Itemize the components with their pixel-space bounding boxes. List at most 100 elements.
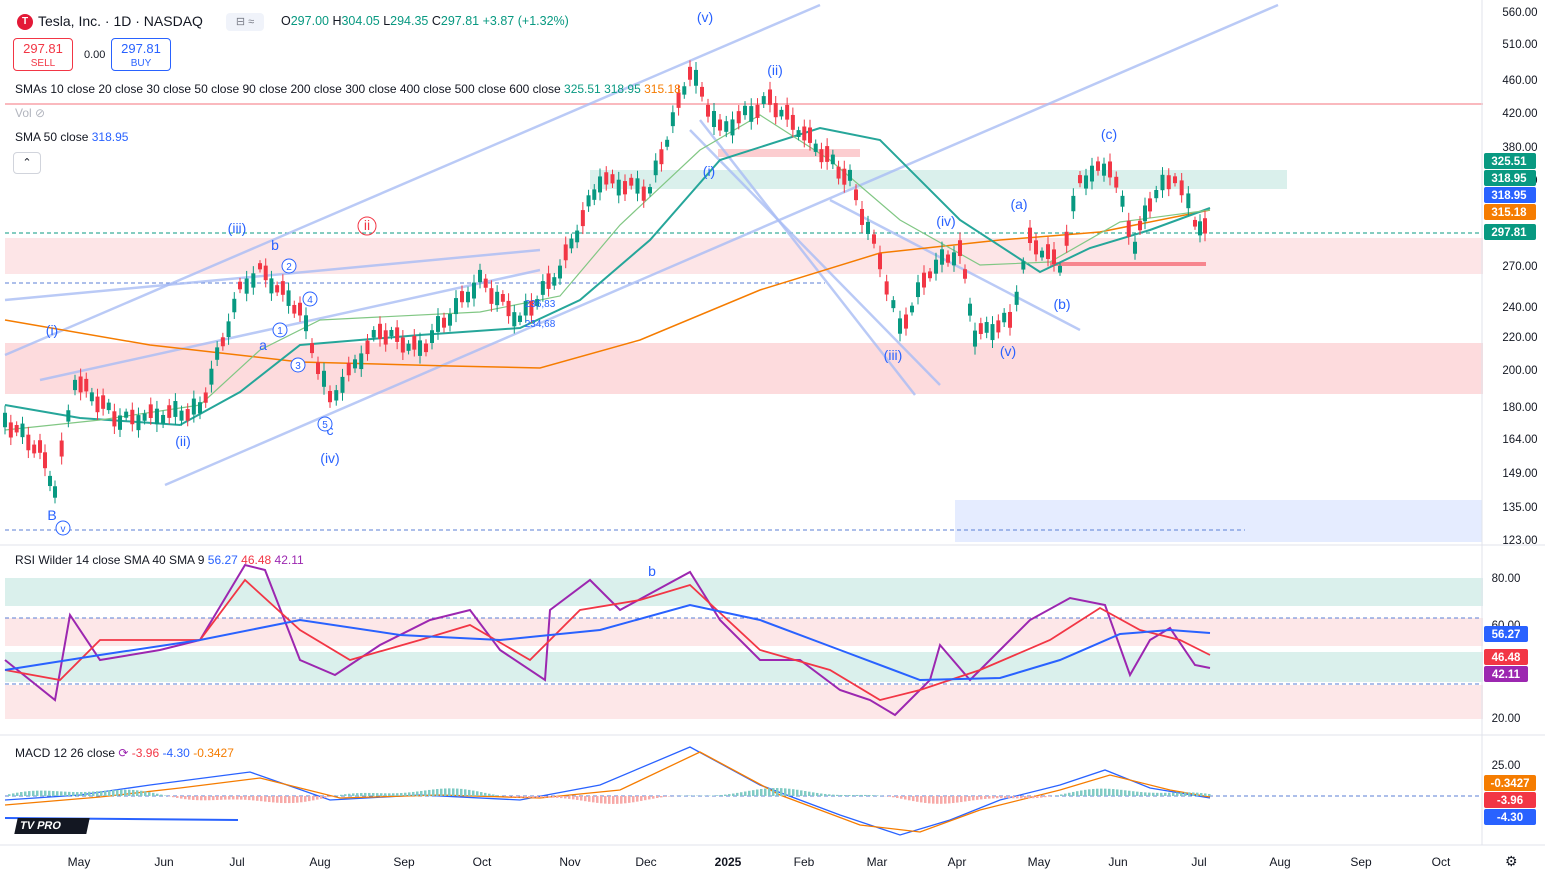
macd-value-3: -0.3427 [193, 746, 234, 760]
macd-badge-label: -4.30 [1497, 812, 1523, 824]
volume-legend-title: Vol [15, 106, 32, 120]
smas-value-3: 315.18 [644, 82, 681, 96]
volume-legend[interactable]: Vol ⊘ [15, 106, 45, 120]
wave-label: b [271, 237, 279, 253]
spread-value: 0.00 [84, 49, 106, 61]
wave-label: 236,83 [525, 299, 556, 310]
price-axis-label: 460.00 [1502, 75, 1537, 87]
price-axis-label: 380.00 [1502, 142, 1537, 154]
macd-badge-label: -0.3427 [1490, 778, 1529, 790]
smas-value-1: 325.51 [564, 82, 601, 96]
price-axis-label: 420.00 [1502, 108, 1537, 120]
open-value: 297.00 [290, 14, 329, 28]
high-value: 304.05 [341, 14, 380, 28]
wave-circle [357, 216, 377, 236]
macd-badge-label: -3.96 [1497, 795, 1523, 807]
time-axis-label: Feb [794, 855, 815, 869]
resistance-line [5, 103, 1483, 105]
price-axis-label: 510.00 [1502, 39, 1537, 51]
time-axis-label: Sep [393, 855, 415, 869]
wave-label: (v) [697, 9, 713, 25]
price-badge-label: 297.81 [1491, 227, 1527, 239]
small-zone [718, 149, 860, 157]
buy-button[interactable]: 297.81 BUY [111, 38, 171, 71]
wave-label: (iii) [884, 347, 903, 363]
rsi-value-3: 42.11 [274, 553, 304, 567]
macd-legend-title: MACD 12 26 close [15, 746, 116, 760]
chevron-up-icon: ⌃ [22, 157, 32, 169]
wave-count-label: 5 [322, 420, 328, 431]
channel-line-5 [699, 119, 916, 396]
rsi-band-1 [5, 618, 1483, 646]
buy-label: BUY [130, 58, 152, 69]
sell-price: 297.81 [23, 41, 63, 56]
close-value: 297.81 [440, 14, 480, 28]
buy-price: 297.81 [121, 41, 161, 56]
price-axis-label: 220.00 [1502, 332, 1537, 344]
sma50-legend[interactable]: SMA 50 close 318.95 [15, 130, 128, 144]
low-label: L [383, 14, 391, 28]
wave-label: 234,68 [525, 319, 556, 330]
macd-legend[interactable]: MACD 12 26 close ⟳ -3.96 -4.30 -0.3427 [15, 746, 234, 760]
wave-label: (b) [1053, 296, 1070, 312]
refresh-icon[interactable]: ⟳ [118, 746, 129, 760]
price-badge [1484, 187, 1536, 203]
rsi-legend-title: RSI Wilder 14 close SMA 40 SMA 9 [15, 553, 205, 567]
candles-layer [3, 60, 1211, 804]
grid-layer [0, 0, 1545, 846]
rsi-sma9-line [4, 578, 1211, 701]
low-value: 294.35 [390, 14, 429, 28]
channel-line-0 [4, 3, 821, 357]
wave-count-label: 2 [286, 262, 292, 273]
rsi-line [4, 563, 1211, 717]
smas-legend[interactable]: SMAs 10 close 20 close 30 close 50 close… [15, 82, 681, 96]
wave-label: (iv) [320, 450, 339, 466]
time-axis-label: Jul [1191, 855, 1206, 869]
price-axis-label: 180.00 [1502, 402, 1537, 414]
wave-count-label: v [61, 524, 66, 535]
channel-line-4 [689, 129, 941, 386]
wave-count-circle [272, 322, 288, 338]
wave-label: (i) [703, 163, 715, 179]
rsi-badge [1484, 626, 1528, 642]
smas-legend-title: SMAs 10 close 20 close 30 close 50 close… [15, 82, 561, 96]
price-badge-label: 315.18 [1491, 207, 1527, 219]
wave-label: ii [364, 217, 370, 233]
wave-label: (v) [1000, 343, 1016, 359]
resistance-zone [590, 170, 1287, 189]
symbol-title[interactable]: Tesla, Inc. · 1D · NASDAQ [38, 13, 203, 29]
rsi-badge [1484, 649, 1528, 665]
wave-label: b [648, 563, 656, 579]
macd-value-2: -4.30 [162, 746, 190, 760]
eye-hidden-icon[interactable]: ⊘ [35, 106, 46, 120]
rsi-value-2: 46.48 [241, 553, 272, 567]
ohlc-readout: O297.00 H304.05 L294.35 C297.81 +3.87 (+… [281, 14, 569, 28]
rsi-band-2 [5, 652, 1483, 682]
collapse-legend-button[interactable]: ⌃ [13, 152, 41, 174]
wave-label: (iv) [936, 213, 955, 229]
channel-line-1 [164, 3, 1279, 487]
sma-20-line [4, 114, 1211, 431]
sell-button[interactable]: 297.81 SELL [13, 38, 73, 71]
high-label: H [332, 14, 342, 28]
wave-count-circle [281, 258, 297, 274]
price-badge [1484, 204, 1536, 220]
rsi-badge-label: 46.48 [1492, 652, 1521, 664]
macd-signal-line [4, 751, 1211, 833]
settings-icon[interactable]: ⚙ [1505, 853, 1518, 869]
price-axis-label: 149.00 [1502, 468, 1537, 480]
wave-label: (ii) [767, 62, 783, 78]
price-axis-label: 135.00 [1502, 502, 1537, 514]
tradingview-logo[interactable]: TV PRO [14, 818, 90, 834]
open-label: O [281, 14, 291, 28]
rsi-legend[interactable]: RSI Wilder 14 close SMA 40 SMA 9 56.27 4… [15, 553, 304, 567]
price-badge [1484, 170, 1536, 186]
macd-badge [1484, 792, 1536, 808]
indicator-toggle-chip[interactable]: ⊟ ≈ [226, 13, 264, 31]
rsi-badge-label: 56.27 [1492, 629, 1521, 641]
time-axis-label: Nov [559, 855, 580, 869]
wave-label: (ii) [175, 433, 191, 449]
macd-badge [1484, 809, 1536, 825]
close-label: C [431, 14, 441, 28]
